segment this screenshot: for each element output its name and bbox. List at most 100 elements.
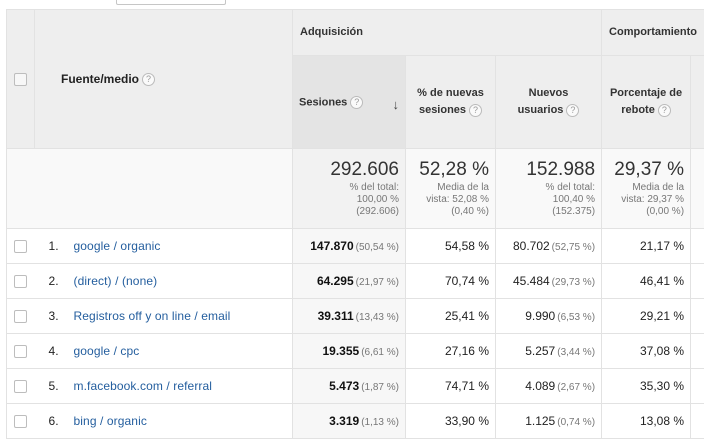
new-users-cell: 4.089 (2,67 %) — [494, 368, 603, 404]
totals-extra-cell — [690, 148, 704, 229]
row-checkbox-cell — [6, 333, 35, 369]
total-bounce-note-1: Media de la — [632, 182, 685, 193]
source-medium-link[interactable]: google / organic — [73, 239, 161, 253]
sessions-percent: (13,43 %) — [355, 312, 399, 323]
row-checkbox[interactable] — [14, 380, 28, 394]
new-users-header[interactable]: Nuevos usuarios? — [494, 55, 603, 149]
bounce-value: 21,17 % — [639, 239, 685, 253]
new-sessions-cell: 27,16 % — [405, 333, 496, 369]
total-sessions-note-1: % del total: — [349, 182, 399, 193]
table-row: 4. google / cpc 19.355 (6,61 %) 27,16 % 5.… — [6, 333, 704, 369]
new-users-value: 80.702 — [512, 239, 550, 253]
sessions-cell: 3.319 (1,13 %) — [292, 403, 406, 439]
sessions-percent: (1,87 %) — [361, 382, 399, 393]
total-bounce-value: 29,37 % — [614, 159, 685, 180]
new-users-cell: 9.990 (6,53 %) — [494, 298, 603, 334]
total-new-sessions-note-2: vista: 52,08 % — [426, 194, 489, 205]
sessions-percent: (21,97 %) — [355, 277, 399, 288]
new-sessions-value: 54,58 % — [444, 239, 489, 253]
row-checkbox[interactable] — [14, 345, 28, 359]
bounce-cell: 13,08 % — [601, 403, 692, 439]
new-sessions-cell: 33,90 % — [405, 403, 496, 439]
source-medium-link[interactable]: Registros off y on line / email — [73, 309, 231, 323]
new-users-cell: 80.702 (52,75 %) — [494, 228, 603, 264]
help-icon[interactable]: ? — [350, 95, 364, 109]
next-column-header — [690, 55, 704, 149]
source-medium-link[interactable]: bing / organic — [73, 414, 147, 428]
sessions-value: 19.355 — [322, 344, 360, 358]
new-users-value: 45.484 — [512, 274, 550, 288]
row-index: 5. — [48, 379, 59, 393]
new-sessions-label-2: sesiones — [418, 104, 467, 116]
totals-row: 292.606 % del total: 100,00 % (292.606) … — [6, 148, 704, 229]
new-users-value: 5.257 — [525, 344, 556, 358]
new-sessions-value: 70,74 % — [444, 274, 489, 288]
row-extra-cell — [690, 403, 704, 439]
row-checkbox[interactable] — [14, 415, 28, 429]
sessions-percent: (6,61 %) — [361, 347, 399, 358]
new-users-value: 1.125 — [525, 414, 556, 428]
new-users-label-2: usuarios — [517, 104, 564, 116]
bounce-value: 46,41 % — [639, 274, 685, 288]
sessions-value: 147.870 — [310, 239, 354, 253]
bounce-value: 37,08 % — [639, 344, 685, 358]
new-users-percent: (52,75 %) — [551, 242, 596, 253]
new-sessions-cell: 70,74 % — [405, 263, 496, 299]
bounce-cell: 21,17 % — [601, 228, 692, 264]
totals-cb-cell — [6, 148, 35, 229]
bounce-rate-header[interactable]: Porcentaje de rebote? — [601, 55, 692, 149]
report-table: Fuente/medio? Adquisición Comportamiento… — [6, 9, 704, 439]
source-cell: 4. google / cpc — [34, 333, 293, 369]
sessions-cell: 5.473 (1,87 %) — [292, 368, 406, 404]
source-medium-link[interactable]: google / cpc — [73, 344, 140, 358]
help-icon[interactable]: ? — [657, 103, 671, 117]
new-users-percent: (0,74 %) — [557, 417, 596, 428]
sessions-cell: 147.870 (50,54 %) — [292, 228, 406, 264]
row-checkbox-cell — [6, 403, 35, 439]
group-acquisition-label: Adquisición — [300, 26, 363, 38]
arrow-down-icon[interactable]: ↓ — [392, 96, 400, 112]
source-cell: 6. bing / organic — [34, 403, 293, 439]
sessions-header[interactable]: Sesiones? ↓ — [292, 55, 406, 149]
sessions-percent: (50,54 %) — [355, 242, 399, 253]
new-sessions-header[interactable]: % de nuevas sesiones? — [405, 55, 496, 149]
source-medium-link[interactable]: (direct) / (none) — [73, 274, 158, 288]
total-new-users-note-2: 100,40 % — [552, 194, 596, 205]
new-sessions-cell: 74,71 % — [405, 368, 496, 404]
new-users-percent: (3,44 %) — [557, 347, 596, 358]
new-sessions-value: 27,16 % — [444, 344, 489, 358]
row-checkbox[interactable] — [14, 275, 28, 289]
row-index: 6. — [48, 414, 59, 428]
bounce-value: 13,08 % — [639, 414, 685, 428]
help-icon[interactable]: ? — [469, 103, 483, 117]
total-new-users-note-1: % del total: — [545, 182, 596, 193]
sessions-value: 39.311 — [317, 309, 354, 323]
new-sessions-value: 25,41 % — [444, 309, 489, 323]
new-users-percent: (2,67 %) — [557, 382, 596, 393]
select-all-cell — [6, 9, 35, 149]
total-bounce-note-2: vista: 29,37 % — [621, 194, 685, 205]
source-cell: 3. Registros off y on line / email — [34, 298, 293, 334]
source-medium-header[interactable]: Fuente/medio? — [34, 9, 293, 149]
total-bounce-note-3: (0,00 %) — [646, 206, 685, 217]
help-icon[interactable]: ? — [142, 73, 156, 87]
new-users-cell: 1.125 (0,74 %) — [494, 403, 603, 439]
new-users-percent: (6,53 %) — [557, 312, 596, 323]
source-medium-link[interactable]: m.facebook.com / referral — [73, 379, 213, 393]
group-behavior: Comportamiento — [601, 9, 704, 56]
sessions-cell: 64.295 (21,97 %) — [292, 263, 406, 299]
row-index: 2. — [48, 274, 59, 288]
group-acquisition: Adquisición — [291, 9, 603, 56]
sessions-value: 5.473 — [329, 379, 360, 393]
table-row: 1. google / organic 147.870 (50,54 %) 54,5… — [6, 228, 704, 264]
help-icon[interactable]: ? — [566, 103, 580, 117]
row-index: 1. — [48, 239, 59, 253]
total-new-users-value: 152.988 — [526, 159, 596, 180]
select-all-checkbox[interactable] — [14, 73, 27, 87]
total-sessions-note-3: (292.606) — [356, 206, 399, 217]
toolbar-tab[interactable] — [116, 0, 226, 5]
source-cell: 5. m.facebook.com / referral — [34, 368, 293, 404]
row-checkbox[interactable] — [14, 240, 28, 254]
row-checkbox[interactable] — [14, 310, 28, 324]
top-toolbar — [0, 0, 704, 9]
